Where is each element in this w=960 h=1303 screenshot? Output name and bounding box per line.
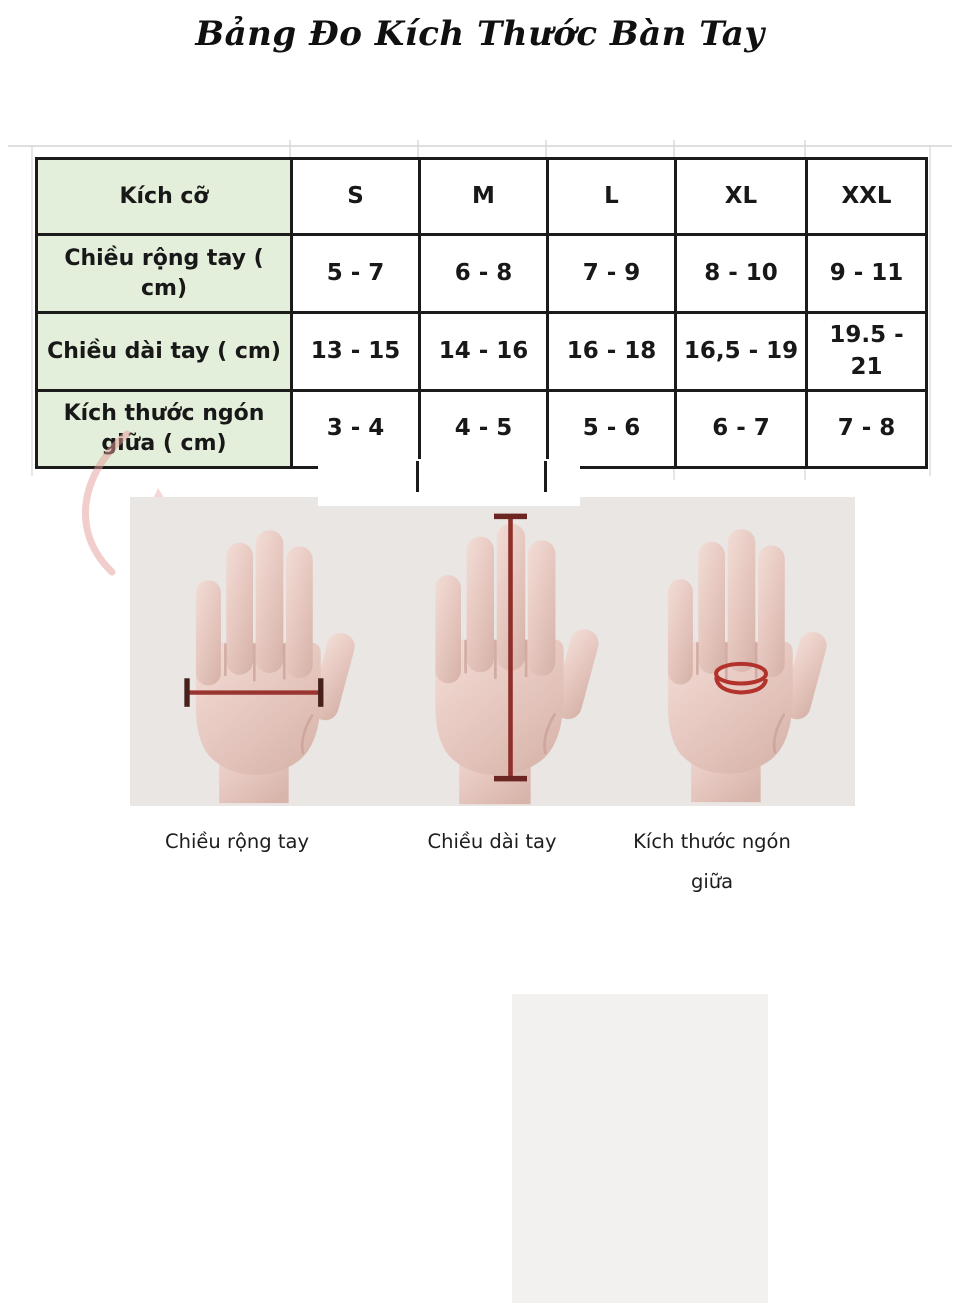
- length-measure-line: [494, 513, 527, 782]
- table-cell: 7 - 8: [805, 389, 928, 469]
- size-header-m: M: [418, 157, 549, 236]
- page-title: Bảng Đo Kích Thước Bàn Tay: [195, 14, 765, 54]
- size-header-s: S: [290, 157, 421, 236]
- table-border-stub: [544, 461, 547, 492]
- table-row: Chiều dài tay ( cm) 13 - 15 14 - 16 16 -…: [35, 311, 928, 392]
- table-cell: 9 - 11: [805, 233, 928, 314]
- erased-watermark-patch: [318, 459, 580, 506]
- size-table: Kích cỡ S M L XL XXL Chiều rộng tay ( cm…: [35, 157, 928, 469]
- table-cell: 16 - 18: [546, 311, 677, 392]
- scan-gridline: [8, 145, 952, 147]
- caption-hand-width: Chiều rộng tay: [165, 830, 309, 853]
- table-cell: 7 - 9: [546, 233, 677, 314]
- table-cell: 6 - 7: [674, 389, 808, 469]
- table-row: Chiều rộng tay ( cm) 5 - 7 6 - 8 7 - 9 8…: [35, 233, 928, 314]
- table-border-stub: [416, 461, 419, 492]
- finger-ring-marker: [714, 661, 769, 695]
- scan-gridline: [929, 146, 931, 476]
- width-measure-line: [184, 678, 324, 707]
- hand-illustration-length: [433, 513, 603, 806]
- hand-illustration-finger: [666, 527, 832, 804]
- scan-gridline: [673, 140, 675, 157]
- scan-gridline: [673, 466, 675, 480]
- scan-gridline: [289, 140, 291, 157]
- table-header-row: Kích cỡ S M L XL XXL: [35, 157, 928, 236]
- table-cell: 3 - 4: [290, 389, 421, 469]
- size-header-xxl: XXL: [805, 157, 928, 236]
- size-header-xl: XL: [674, 157, 808, 236]
- scan-gridline: [31, 146, 33, 476]
- table-cell: 16,5 - 19: [674, 311, 808, 392]
- table-corner-label: Kích cỡ: [35, 157, 293, 236]
- scan-gridline: [804, 140, 806, 157]
- row-label-hand-width: Chiều rộng tay ( cm): [35, 233, 293, 314]
- table-cell: 14 - 16: [418, 311, 549, 392]
- scan-gridline: [417, 140, 419, 157]
- scan-gridline: [804, 466, 806, 480]
- table-cell: 5 - 7: [290, 233, 421, 314]
- row-label-hand-length: Chiều dài tay ( cm): [35, 311, 293, 392]
- scan-gridline: [545, 140, 547, 157]
- table-cell: 13 - 15: [290, 311, 421, 392]
- size-header-l: L: [546, 157, 677, 236]
- caption-middle-finger: Kích thước ngón giữa: [633, 830, 791, 893]
- hands-photo-light-band: [512, 994, 768, 1303]
- table-cell: 4 - 5: [418, 389, 549, 469]
- table-cell: 6 - 8: [418, 233, 549, 314]
- table-cell: 19.5 - 21: [805, 311, 928, 392]
- table-cell: 8 - 10: [674, 233, 808, 314]
- hand-illustration-width: [184, 528, 360, 805]
- caption-hand-length: Chiều dài tay: [427, 830, 557, 853]
- table-cell: 5 - 6: [546, 389, 677, 469]
- table-row: Kích thước ngón giữa ( cm) 3 - 4 4 - 5 5…: [35, 389, 928, 469]
